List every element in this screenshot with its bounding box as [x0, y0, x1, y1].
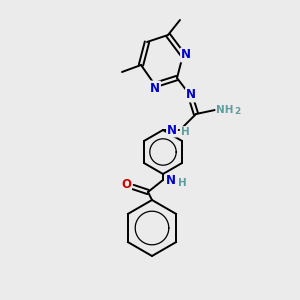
- Text: H: H: [178, 178, 186, 188]
- Text: N: N: [150, 82, 160, 94]
- Text: N: N: [167, 124, 177, 136]
- Text: N: N: [186, 88, 196, 101]
- Text: 2: 2: [234, 107, 240, 116]
- Text: H: H: [181, 127, 189, 137]
- Text: N: N: [166, 175, 176, 188]
- Text: O: O: [121, 178, 131, 191]
- Text: N: N: [181, 49, 191, 62]
- Text: NH: NH: [216, 105, 234, 115]
